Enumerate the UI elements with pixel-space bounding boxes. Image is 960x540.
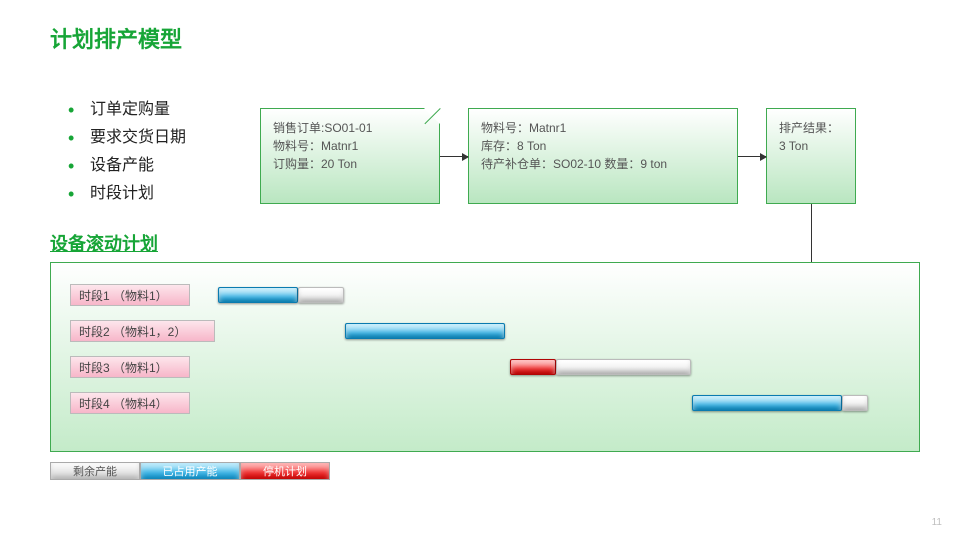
flow-box-material: 物料号：Matnr1库存：8 Ton待产补仓单：SO02-10 数量：9 ton (468, 108, 738, 204)
bullet-item: •要求交货日期 (68, 124, 186, 152)
gantt-row-label: 时段1 （物料1） (70, 284, 190, 306)
gantt-bar (842, 395, 868, 411)
gantt-bar (345, 323, 505, 339)
bullet-text: 设备产能 (90, 152, 154, 180)
bullet-item: •订单定购量 (68, 96, 186, 124)
bullet-item: •时段计划 (68, 180, 186, 208)
flow-box-sales-order: 销售订单:SO01-01物料号：Matnr1订购量：20 Ton (260, 108, 440, 204)
gantt-bar (510, 359, 556, 375)
bullet-text: 订单定购量 (90, 96, 170, 124)
bullet-text: 时段计划 (90, 180, 154, 208)
legend-item: 已占用产能 (140, 462, 240, 480)
section-subtitle: 设备滚动计划 (50, 230, 158, 256)
gantt-row-label: 时段3 （物料1） (70, 356, 190, 378)
arrow-icon (440, 156, 468, 157)
legend-item: 剩余产能 (50, 462, 140, 480)
gantt-row-label: 时段2 （物料1，2） (70, 320, 215, 342)
legend-item: 停机计划 (240, 462, 330, 480)
gantt-bar (692, 395, 842, 411)
bullet-list: •订单定购量 •要求交货日期 •设备产能 •时段计划 (68, 96, 186, 208)
gantt-row-label: 时段4 （物料4） (70, 392, 190, 414)
bullet-text: 要求交货日期 (90, 124, 186, 152)
legend: 剩余产能已占用产能停机计划 (50, 462, 330, 480)
bullet-item: •设备产能 (68, 152, 186, 180)
page-title: 计划排产模型 (50, 22, 182, 54)
flow-box-result: 排产结果：3 Ton (766, 108, 856, 204)
arrow-icon (738, 156, 766, 157)
gantt-bar (218, 287, 298, 303)
gantt-bar (298, 287, 344, 303)
page-number: 11 (932, 517, 942, 528)
gantt-bar (556, 359, 691, 375)
